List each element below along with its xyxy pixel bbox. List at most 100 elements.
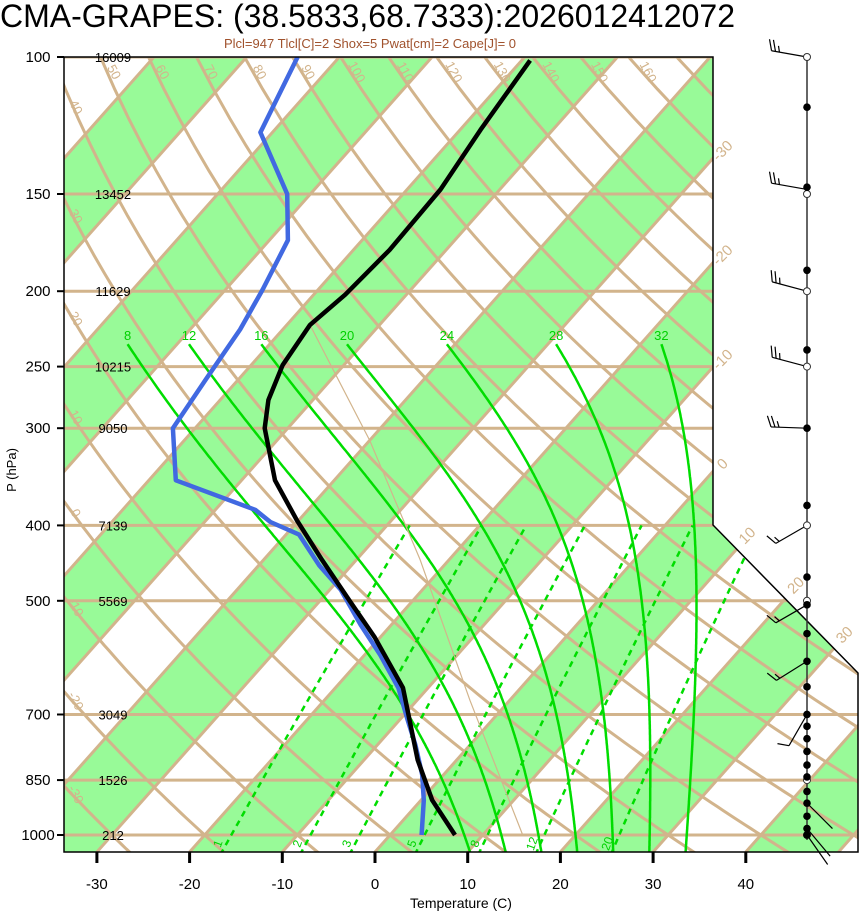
temperature-bands	[64, 57, 858, 852]
x-axis-label: Temperature (C)	[410, 895, 512, 911]
x-tick-label: -20	[179, 876, 201, 893]
height-label: 13452	[95, 187, 131, 202]
dry-adiabat-line	[64, 57, 605, 852]
isotherm-label: 10	[736, 524, 760, 548]
wind-barb-feather	[766, 415, 772, 428]
y-tick-label: 500	[25, 593, 50, 610]
height-label: 9050	[99, 421, 128, 436]
wind-barb-shaft	[771, 50, 808, 58]
wind-barb-feather	[774, 271, 777, 283]
wind-barb-half-feather	[777, 45, 781, 53]
plot-outline	[63, 56, 859, 853]
wind-barb-shaft	[806, 828, 831, 857]
wind-level-marker	[803, 773, 811, 781]
dry-adiabat-label: 10	[66, 407, 86, 427]
wind-level-open-marker	[803, 287, 811, 296]
isotherm-line	[64, 57, 712, 852]
dry-adiabat-line	[64, 57, 793, 852]
dry-adiabat-line	[64, 57, 417, 852]
wind-barb-feather	[768, 171, 773, 184]
moist-adiabat-label: 32	[654, 328, 668, 343]
height-label: 7139	[99, 518, 128, 533]
x-tick-label: 10	[459, 876, 476, 893]
height-label: 3049	[99, 707, 128, 722]
dry-adiabat-line	[64, 57, 699, 852]
wind-barb-shaft	[772, 356, 808, 368]
y-axis-label: P (hPa)	[4, 448, 19, 492]
dry-adiabat-label: 40	[66, 97, 86, 117]
wind-barb-feather	[770, 270, 773, 282]
dry-adiabat-line	[64, 57, 134, 852]
wind-level-marker	[803, 424, 811, 433]
x-tick-label: -30	[86, 876, 108, 893]
y-tick-label: 400	[25, 517, 50, 534]
wind-level-marker	[803, 657, 811, 666]
wind-level-open-marker	[803, 53, 811, 61]
sounding-lines	[170, 57, 532, 837]
wind-barb-shaft	[771, 426, 808, 429]
y-tick-label: 850	[25, 772, 50, 789]
wind-level-marker	[803, 601, 811, 609]
mixing-ratio-label: 8	[467, 838, 483, 849]
isotherm-line	[95, 57, 804, 852]
mixing-ratio-line	[609, 524, 761, 852]
mixing-ratio-label: 5	[404, 838, 420, 849]
wind-level-marker	[803, 501, 811, 510]
wind-level-marker	[803, 787, 811, 796]
height-label: 11629	[95, 284, 130, 299]
wind-barb-feather	[768, 39, 773, 51]
mixing-ratio-line	[348, 524, 528, 852]
wind-level-marker	[803, 761, 811, 769]
wind-barb-half-feather	[774, 673, 781, 679]
wind-barb-shaft	[775, 524, 808, 544]
chart-subtitle: Plcl=947 Tlcl[C]=2 Shox=5 Pwat[cm]=2 Cap…	[224, 36, 516, 51]
mixing-ratio-label: 1	[210, 838, 226, 849]
chart-title: CMA-GRAPES: (38.5833,68.7333):2026012412…	[0, 0, 735, 34]
moist-adiabat-line	[187, 343, 508, 852]
wind-barb-shaft	[771, 182, 808, 191]
dry-adiabat-label: 70	[201, 62, 221, 82]
isotherm-label: 0	[714, 455, 732, 473]
temperature-band	[64, 57, 433, 852]
wind-level-marker	[803, 103, 811, 111]
wind-barb-feather	[774, 346, 777, 359]
wind-barb-feather	[766, 535, 777, 544]
wind-level-marker	[803, 629, 811, 638]
dry-adiabat-label: 160	[637, 59, 660, 85]
wind-barb-half-feather	[776, 420, 780, 428]
mixing-ratio-label: 20	[598, 835, 616, 853]
height-label: 1526	[99, 773, 128, 788]
wind-level-open-marker	[803, 521, 811, 530]
wind-barb-half-feather	[774, 536, 780, 542]
dry-adiabat-line	[387, 57, 858, 852]
moist-adiabat-label: 16	[254, 328, 268, 343]
wind-level-marker	[803, 734, 811, 743]
wind-level-marker	[803, 799, 811, 807]
temperature-line	[262, 59, 532, 837]
wind-barb-feather	[772, 172, 777, 185]
dry-adiabat-line	[339, 57, 858, 852]
wind-barb-shaft	[775, 604, 808, 624]
moist-adiabat-label: 20	[340, 328, 354, 343]
isotherm-line	[64, 57, 248, 852]
x-tick-label: 0	[371, 876, 379, 893]
wind-barb-shaft	[772, 281, 808, 292]
height-label: 10215	[95, 360, 131, 375]
dry-adiabat-label: 30	[66, 206, 86, 226]
mixing-ratio-line	[477, 524, 643, 852]
mixing-ratio-label: 12	[523, 835, 541, 853]
wind-level-marker	[803, 812, 811, 821]
isotherm-line	[64, 57, 526, 852]
temperature-band	[64, 57, 803, 852]
temperature-band	[745, 57, 858, 852]
wind-barb-feather	[772, 39, 777, 52]
wind-barb-feather	[770, 345, 773, 358]
wind-level-marker	[803, 831, 811, 839]
y-tick-label: 300	[25, 420, 50, 437]
y-tick-label: 250	[25, 359, 50, 376]
dry-adiabat-line	[64, 57, 511, 852]
moist-adiabat-line	[555, 343, 652, 852]
parcel-line	[309, 324, 524, 836]
